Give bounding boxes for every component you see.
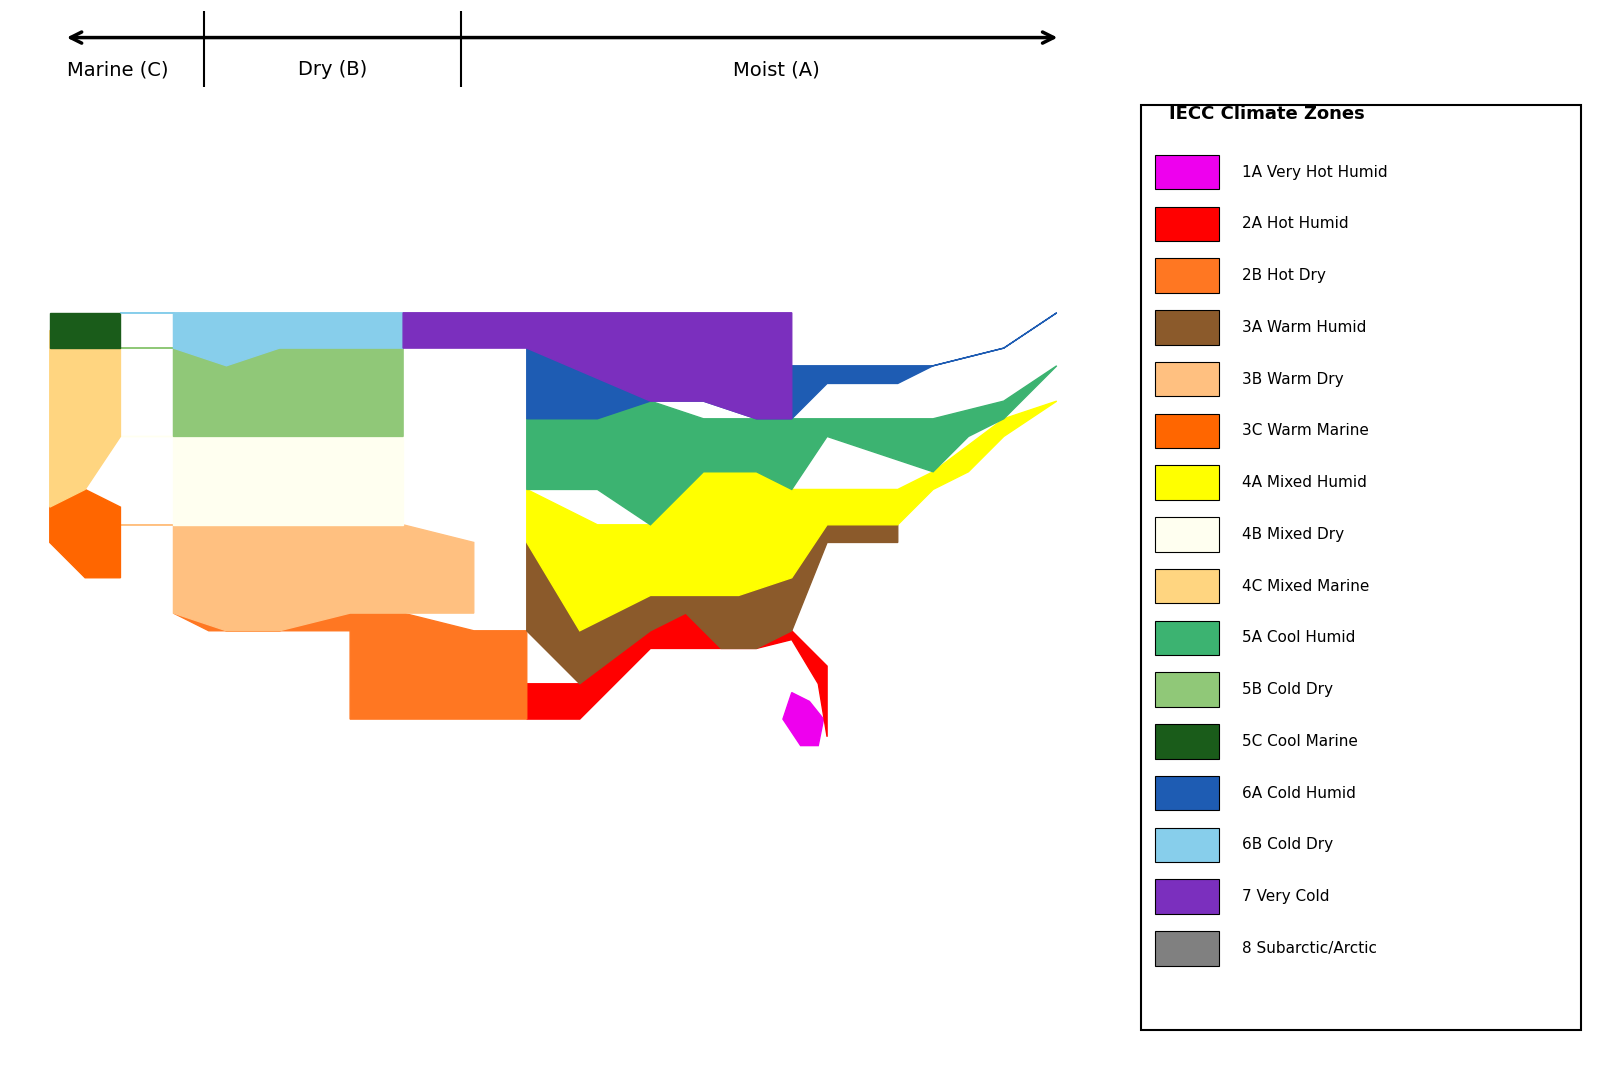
- Bar: [1154, 465, 1218, 500]
- Text: 7 Very Cold: 7 Very Cold: [1241, 889, 1329, 904]
- Polygon shape: [526, 525, 897, 684]
- Text: 6A Cold Humid: 6A Cold Humid: [1241, 785, 1355, 800]
- Text: 4B Mixed Dry: 4B Mixed Dry: [1241, 527, 1343, 542]
- Text: 5A Cool Humid: 5A Cool Humid: [1241, 631, 1355, 646]
- Text: 5B Cold Dry: 5B Cold Dry: [1241, 682, 1332, 697]
- Bar: [1154, 310, 1218, 344]
- Polygon shape: [403, 313, 791, 419]
- Text: Dry (B): Dry (B): [299, 61, 368, 79]
- Polygon shape: [526, 313, 1056, 419]
- Text: 3A Warm Humid: 3A Warm Humid: [1241, 320, 1366, 334]
- Polygon shape: [526, 366, 1056, 525]
- Bar: [1154, 155, 1218, 189]
- Text: Moist (A): Moist (A): [733, 61, 820, 79]
- Text: 3B Warm Dry: 3B Warm Dry: [1241, 371, 1343, 387]
- Text: 4C Mixed Marine: 4C Mixed Marine: [1241, 578, 1369, 594]
- Polygon shape: [50, 489, 120, 578]
- Bar: [1154, 672, 1218, 707]
- Bar: [1154, 879, 1218, 914]
- Polygon shape: [173, 613, 526, 719]
- Bar: [1154, 568, 1218, 603]
- Bar: [1154, 517, 1218, 551]
- Text: 5C Cool Marine: 5C Cool Marine: [1241, 734, 1358, 749]
- Text: 2A Hot Humid: 2A Hot Humid: [1241, 217, 1348, 231]
- Text: Marine (C): Marine (C): [67, 61, 169, 79]
- Bar: [1154, 414, 1218, 448]
- Polygon shape: [120, 525, 473, 631]
- Polygon shape: [50, 313, 120, 348]
- Text: 4A Mixed Humid: 4A Mixed Humid: [1241, 475, 1366, 490]
- Text: 8 Subarctic/Arctic: 8 Subarctic/Arctic: [1241, 941, 1375, 956]
- Polygon shape: [526, 401, 1056, 631]
- Text: 6B Cold Dry: 6B Cold Dry: [1241, 837, 1332, 853]
- Text: 2B Hot Dry: 2B Hot Dry: [1241, 268, 1326, 283]
- Polygon shape: [50, 330, 120, 507]
- Bar: [1154, 724, 1218, 759]
- Text: 3C Warm Marine: 3C Warm Marine: [1241, 424, 1367, 438]
- Polygon shape: [120, 348, 403, 437]
- Polygon shape: [526, 613, 827, 737]
- Bar: [1154, 362, 1218, 396]
- Bar: [1154, 207, 1218, 241]
- Text: 1A Very Hot Humid: 1A Very Hot Humid: [1241, 164, 1387, 180]
- Text: IECC Climate Zones: IECC Climate Zones: [1168, 105, 1364, 123]
- Polygon shape: [783, 693, 823, 746]
- Polygon shape: [120, 437, 403, 525]
- Polygon shape: [120, 313, 403, 366]
- Bar: [1154, 775, 1218, 810]
- Bar: [1154, 931, 1218, 966]
- Bar: [1154, 621, 1218, 656]
- Bar: [1154, 828, 1218, 862]
- Bar: [1154, 258, 1218, 293]
